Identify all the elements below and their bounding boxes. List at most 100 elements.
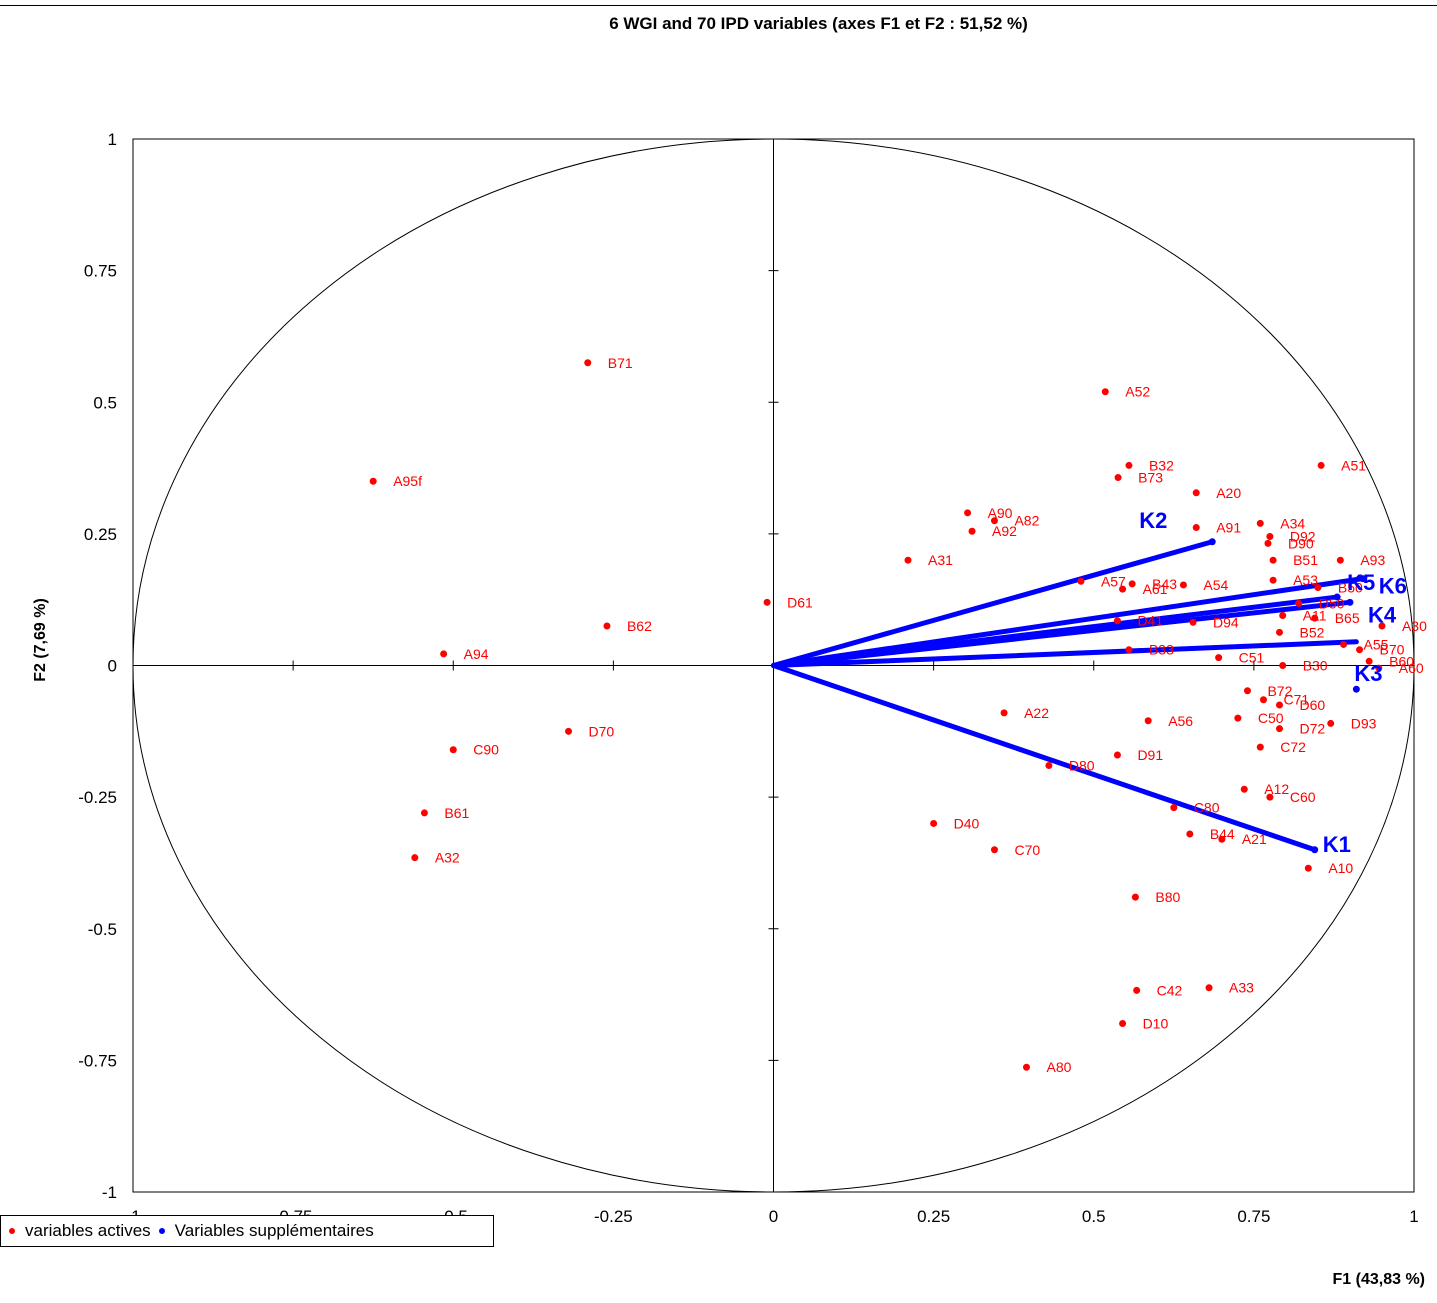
point-d50 bbox=[1295, 599, 1303, 607]
point-a12 bbox=[1240, 785, 1248, 793]
point-a53 bbox=[1269, 576, 1277, 584]
point-d40 bbox=[930, 819, 938, 827]
x-tick-label: -0.25 bbox=[594, 1207, 633, 1226]
y-tick-label: -0.5 bbox=[88, 920, 117, 939]
point-d94 bbox=[1189, 618, 1197, 626]
point-a31 bbox=[904, 556, 912, 564]
point-label-a80: A80 bbox=[1046, 1059, 1071, 1075]
point-a61 bbox=[1119, 585, 1127, 593]
supp-label-k3: K3 bbox=[1354, 661, 1382, 686]
point-label-c60: C60 bbox=[1290, 789, 1316, 805]
point-label-a34: A34 bbox=[1280, 515, 1305, 531]
y-tick-label: 0 bbox=[108, 657, 117, 676]
point-label-b43: B43 bbox=[1152, 576, 1177, 592]
x-tick-label: 1 bbox=[1409, 1207, 1418, 1226]
vector-k3 bbox=[771, 639, 1359, 668]
legend-dot-supplementary bbox=[158, 1228, 165, 1234]
vector-k6 bbox=[771, 576, 1366, 668]
point-label-a10: A10 bbox=[1328, 860, 1353, 876]
vectors-layer bbox=[771, 539, 1366, 853]
point-a34 bbox=[1256, 519, 1264, 527]
point-b72 bbox=[1243, 687, 1251, 695]
point-a93 bbox=[1336, 556, 1344, 564]
point-c71 bbox=[1259, 696, 1267, 704]
x-axis-label: F1 (43,83 %) bbox=[1333, 1271, 1425, 1288]
point-label-a22: A22 bbox=[1024, 705, 1049, 721]
point-label-c71: C71 bbox=[1283, 692, 1309, 708]
point-a10 bbox=[1304, 864, 1312, 872]
point-label-b50: B50 bbox=[1338, 580, 1363, 596]
y-tick-label: 0.25 bbox=[84, 525, 117, 544]
point-label-a33: A33 bbox=[1229, 980, 1254, 996]
point-label-a60: A60 bbox=[1399, 660, 1424, 676]
legend: variables actives Variables supplémentai… bbox=[0, 1215, 494, 1247]
point-d70 bbox=[565, 727, 573, 735]
point-label-b62: B62 bbox=[627, 618, 652, 634]
point-label-a12: A12 bbox=[1264, 781, 1289, 797]
chart-title: 6 WGI and 70 IPD variables (axes F1 et F… bbox=[609, 14, 1028, 33]
point-label-a51: A51 bbox=[1341, 457, 1366, 473]
point-a20 bbox=[1192, 489, 1200, 497]
point-label-d92: D92 bbox=[1290, 529, 1316, 545]
point-label-d61: D61 bbox=[787, 594, 813, 610]
point-a57 bbox=[1077, 577, 1085, 585]
point-label-a30: A30 bbox=[1402, 618, 1427, 634]
point-b71 bbox=[584, 359, 592, 367]
point-label-a92: A92 bbox=[992, 523, 1017, 539]
point-label-c80: C80 bbox=[1194, 800, 1220, 816]
point-label-c90: C90 bbox=[473, 742, 499, 758]
y-tick-label: 1 bbox=[108, 130, 117, 149]
point-label-d90: D90 bbox=[1288, 535, 1314, 551]
point-b65 bbox=[1311, 614, 1319, 622]
point-label-b30: B30 bbox=[1303, 658, 1328, 674]
point-label-c72: C72 bbox=[1280, 739, 1306, 755]
point-label-d93: D93 bbox=[1351, 715, 1377, 731]
point-label-d80: D80 bbox=[1069, 758, 1095, 774]
point-label-a31: A31 bbox=[928, 552, 953, 568]
point-a95f bbox=[369, 477, 377, 485]
point-b60 bbox=[1365, 657, 1373, 665]
supp-label-k5: K5 bbox=[1347, 570, 1375, 595]
point-d91 bbox=[1113, 751, 1121, 759]
point-label-b33: B33 bbox=[1149, 642, 1174, 658]
point-c70 bbox=[990, 846, 998, 854]
point-label-d72: D72 bbox=[1299, 721, 1325, 737]
supp-point-k2 bbox=[1208, 538, 1216, 546]
point-label-a93: A93 bbox=[1360, 552, 1385, 568]
point-d80 bbox=[1045, 762, 1053, 770]
legend-entry-active: variables actives bbox=[9, 1221, 151, 1241]
point-label-b61: B61 bbox=[444, 805, 469, 821]
vector-k2 bbox=[771, 539, 1215, 668]
point-label-b65: B65 bbox=[1335, 610, 1360, 626]
point-b51 bbox=[1269, 556, 1277, 564]
point-a60 bbox=[1375, 664, 1383, 672]
point-b43 bbox=[1128, 580, 1136, 588]
point-a94 bbox=[440, 650, 448, 658]
legend-label-active: variables actives bbox=[25, 1221, 151, 1240]
point-d93 bbox=[1327, 719, 1335, 727]
point-b32 bbox=[1125, 461, 1133, 469]
point-label-a53: A53 bbox=[1293, 572, 1318, 588]
supp-label-k1: K1 bbox=[1323, 832, 1351, 857]
y-tick-label: -0.25 bbox=[78, 788, 117, 807]
point-label-a91: A91 bbox=[1216, 520, 1241, 536]
point-d61 bbox=[763, 598, 771, 606]
top-rule bbox=[0, 5, 1437, 6]
point-a80 bbox=[1022, 1063, 1030, 1071]
point-d41 bbox=[1113, 617, 1121, 625]
point-a32 bbox=[411, 854, 419, 862]
point-label-c70: C70 bbox=[1014, 842, 1040, 858]
point-label-b72: B72 bbox=[1267, 683, 1292, 699]
y-axis-label: F2 (7,69 %) bbox=[32, 598, 49, 682]
point-label-a54: A54 bbox=[1203, 577, 1228, 593]
point-b52 bbox=[1275, 628, 1283, 636]
point-label-a55: A55 bbox=[1364, 636, 1389, 652]
point-b50 bbox=[1314, 584, 1322, 592]
point-label-d60: D60 bbox=[1299, 697, 1325, 713]
point-label-a57: A57 bbox=[1101, 573, 1126, 589]
y-tick-label: -1 bbox=[102, 1183, 117, 1202]
point-a30 bbox=[1378, 622, 1386, 630]
supp-point-k5 bbox=[1333, 593, 1341, 601]
supp-label-k6: K6 bbox=[1379, 574, 1407, 599]
point-label-a56: A56 bbox=[1168, 713, 1193, 729]
